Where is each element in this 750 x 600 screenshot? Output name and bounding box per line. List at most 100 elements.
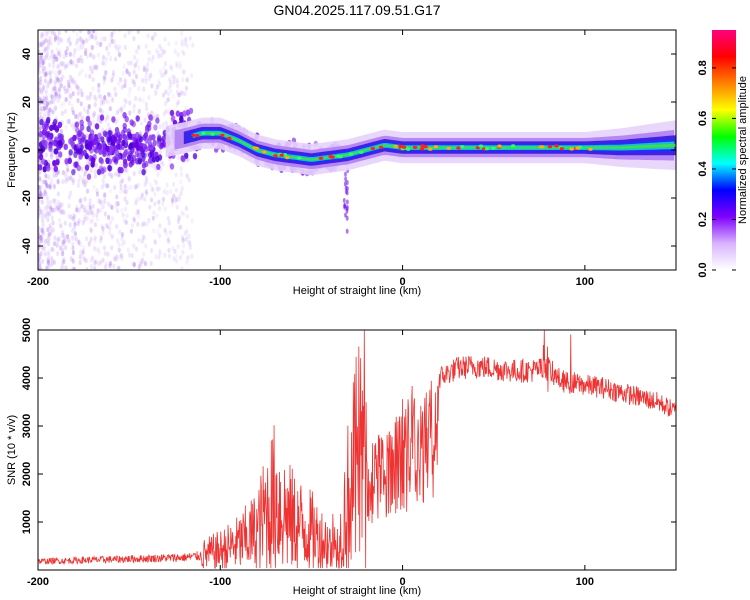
spectrogram-energy-blob (175, 110, 181, 117)
spectrogram-energy-blob (76, 143, 81, 150)
spectrogram-noise-speck (43, 46, 47, 53)
spectrogram-noise-speck (96, 40, 100, 46)
spectrogram-noise-speck (115, 194, 119, 200)
spectrogram-noise-speck (95, 188, 99, 194)
spectrogram-noise-speck (64, 171, 68, 177)
spectrogram-noise-speck (132, 36, 136, 42)
spectrogram-noise-speck (88, 94, 92, 101)
spectrogram-noise-speck (125, 200, 129, 206)
spectrogram-noise-speck (52, 31, 57, 37)
spectrogram-noise-speck (136, 208, 140, 215)
colorbar-tick-label: 0.4 (697, 160, 709, 176)
spectrogram-noise-speck (103, 74, 107, 80)
spectrogram-hot-spot (446, 146, 451, 150)
spectrogram-x-tick-label: -200 (27, 276, 49, 288)
spectrogram-noise-speck (184, 37, 188, 43)
spectrogram-noise-speck (88, 218, 93, 225)
spectrogram-energy-blob (85, 143, 90, 150)
spectrogram-energy-blob (40, 146, 46, 153)
spectrogram-noise-speck (46, 204, 50, 210)
spectrogram-noise-speck (44, 97, 48, 103)
spectrogram-noise-speck (62, 54, 66, 60)
spectrogram-energy-blob (148, 114, 154, 122)
spectrogram-noise-speck (151, 215, 155, 221)
spectrogram-noise-speck (150, 162, 154, 169)
spectrogram-noise-speck (38, 230, 41, 236)
spectrogram-noise-speck (139, 165, 143, 172)
spectrogram-noise-speck (141, 258, 145, 264)
spectrogram-noise-speck (63, 265, 67, 270)
spectrogram-noise-speck (56, 251, 60, 257)
spectrogram-noise-speck (117, 107, 121, 113)
spectrogram-noise-speck (156, 171, 160, 178)
spectrogram-noise-speck (52, 247, 56, 253)
spectrogram-noise-speck (91, 86, 95, 92)
spectrogram-noise-speck (121, 70, 125, 77)
spectrogram-noise-speck (132, 216, 136, 222)
spectrogram-noise-speck (90, 34, 94, 40)
spectrogram-noise-speck (48, 100, 52, 106)
spectrogram-noise-speck (54, 35, 58, 41)
spectrogram-noise-speck (93, 94, 97, 100)
spectrogram-noise-speck (93, 238, 97, 244)
spectrogram-noise-speck (130, 222, 134, 229)
spectrogram-streak (345, 215, 349, 221)
spectrogram-noise-speck (176, 99, 180, 105)
spectrogram-noise-speck (153, 191, 157, 197)
spectrogram-noise-speck (38, 59, 42, 65)
spectrogram-noise-speck (74, 40, 78, 47)
spectrogram-energy-blob (38, 153, 44, 161)
spectrogram-energy-blob (99, 114, 105, 121)
spectrogram-noise-speck (38, 176, 42, 182)
spectrogram-noise-speck (140, 238, 144, 244)
spectrogram-noise-speck (177, 92, 181, 98)
spectrogram-noise-speck (108, 263, 112, 269)
spectrogram-noise-speck (47, 174, 51, 180)
spectrogram-noise-speck (68, 174, 73, 181)
spectrogram-noise-speck (120, 232, 124, 238)
spectrogram-noise-speck (161, 49, 165, 55)
spectrogram-noise-speck (43, 72, 47, 78)
spectrogram-hot-spot (547, 145, 553, 149)
spectrogram-noise-speck (158, 233, 162, 239)
spectrogram-hot-spot (554, 144, 559, 148)
spectrogram-streak (344, 185, 348, 191)
spectrogram-y-tick-label: -20 (21, 190, 33, 206)
spectrogram-noise-speck (114, 91, 118, 97)
spectrogram-noise-speck (38, 185, 42, 191)
spectrogram-noise-speck (106, 114, 110, 120)
spectrogram-noise-speck (89, 236, 93, 242)
spectrogram-noise-speck (106, 224, 110, 230)
spectrogram-noise-speck (60, 74, 64, 80)
spectrogram-noise-speck (61, 242, 65, 248)
spectrogram-noise-speck (101, 54, 106, 61)
spectrogram-noise-speck (72, 52, 76, 58)
spectrogram-noise-speck (64, 124, 68, 130)
spectrogram-noise-speck (136, 30, 140, 34)
spectrogram-energy-blob (148, 141, 153, 148)
spectrogram-noise-speck (50, 215, 54, 221)
spectrogram-noise-speck (127, 92, 131, 98)
spectrogram-noise-speck (59, 102, 63, 108)
spectrogram-energy-blob (82, 149, 88, 156)
spectrogram-energy-blob (132, 136, 137, 144)
spectrogram-noise-speck (50, 257, 55, 263)
spectrogram-noise-speck (110, 216, 114, 222)
spectrogram-noise-speck (182, 51, 186, 57)
spectrogram-noise-speck (44, 96, 48, 102)
spectrogram-hot-spot (491, 146, 496, 150)
spectrogram-noise-speck (139, 120, 144, 126)
spectrogram-hot-spot (359, 150, 364, 154)
spectrogram-energy-blob (97, 132, 102, 139)
spectrogram-noise-speck (42, 85, 46, 91)
spectrogram-noise-speck (73, 221, 77, 227)
spectrogram-noise-speck (53, 85, 57, 91)
spectrogram-noise-speck (49, 225, 53, 231)
spectrogram-noise-speck (112, 263, 116, 269)
spectrogram-noise-speck (119, 105, 124, 112)
spectrogram-noise-speck (137, 237, 141, 243)
spectrogram-noise-speck (146, 62, 150, 68)
spectrogram-noise-speck (159, 52, 163, 58)
spectrogram-noise-speck (85, 38, 89, 44)
spectrogram-noise-speck (89, 168, 93, 174)
